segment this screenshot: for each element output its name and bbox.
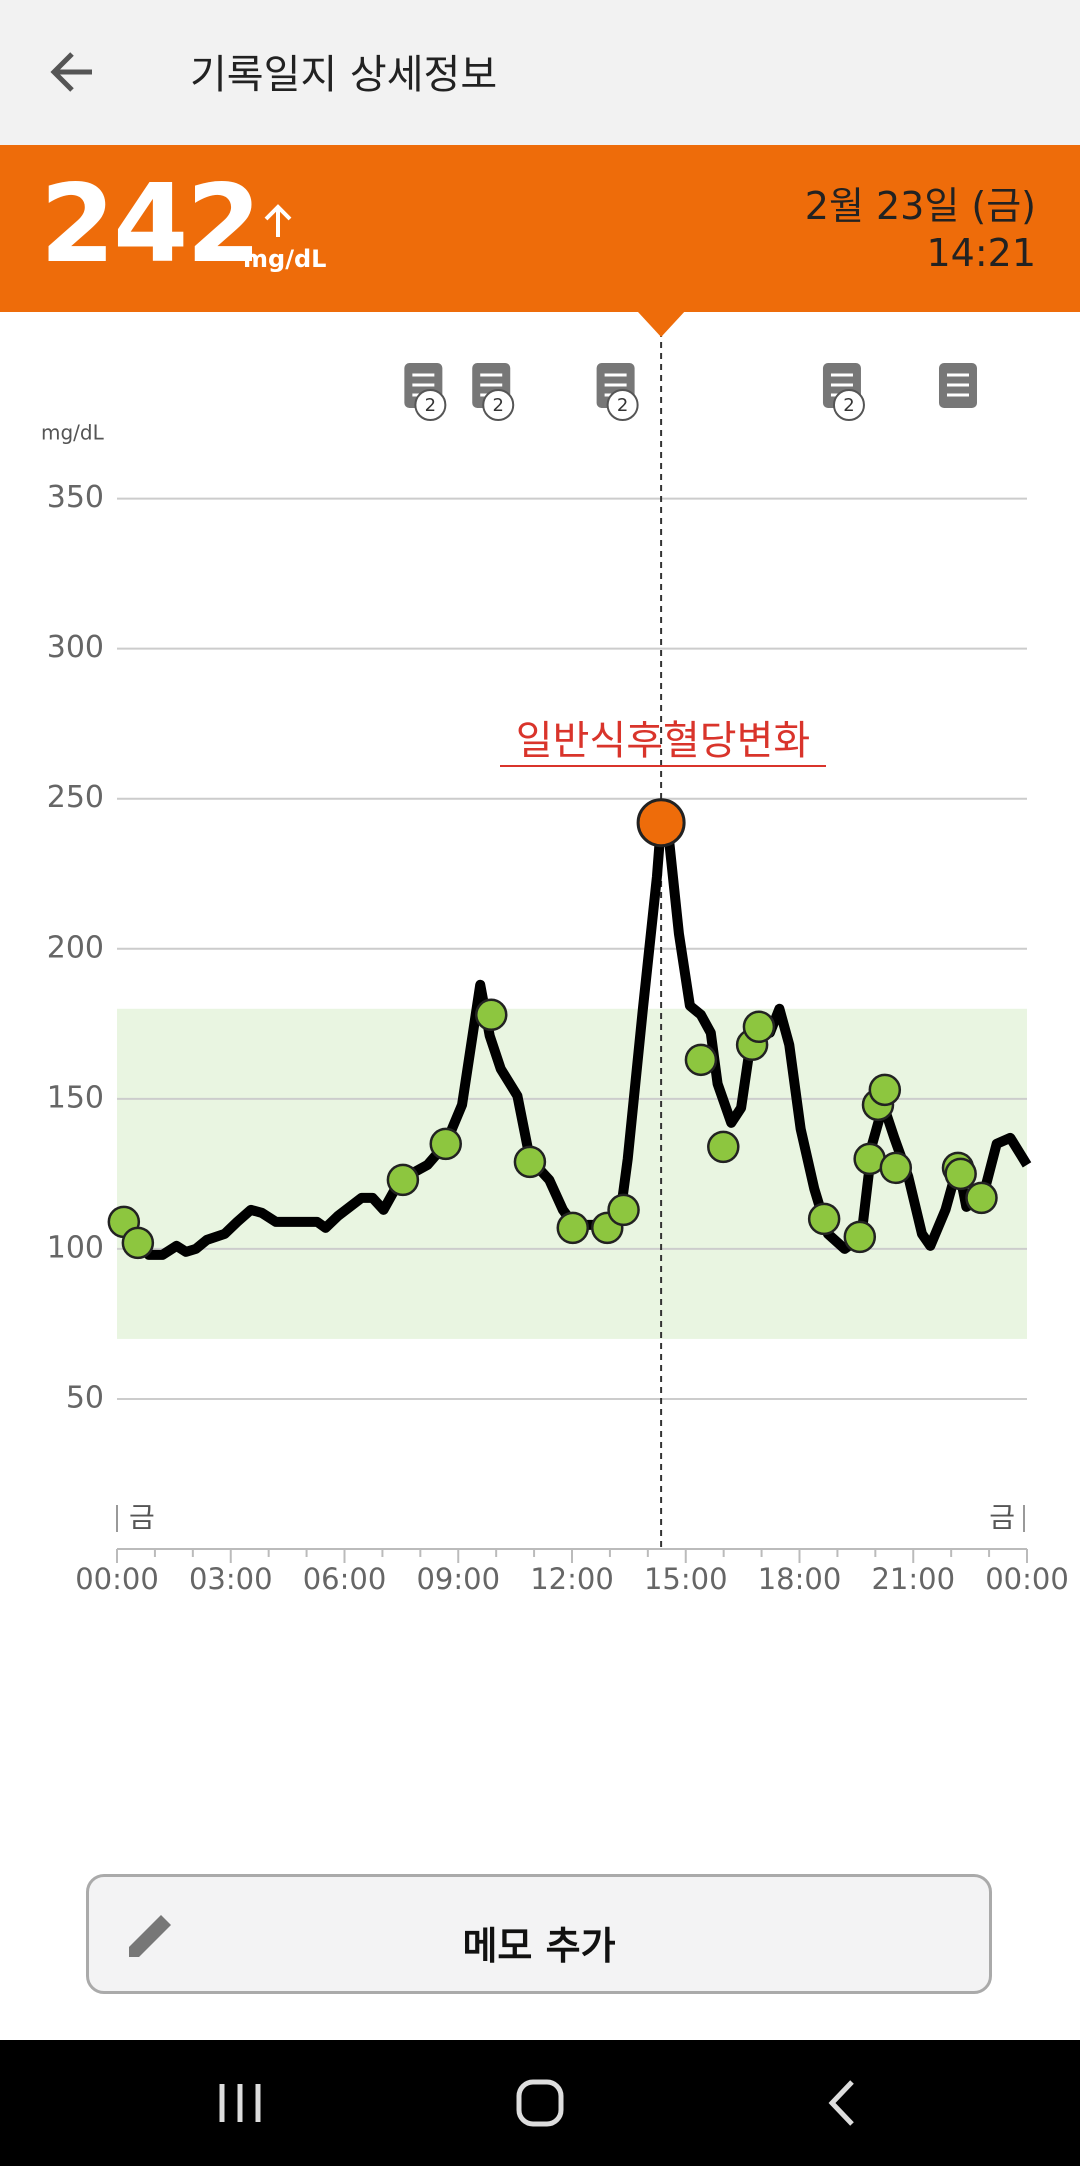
x-tick-label: 18:00 [758, 1562, 842, 1596]
back-arrow [50, 52, 92, 92]
glucose-point [474, 998, 508, 1032]
pencil-icon [129, 1915, 171, 1957]
y-tick-label: 100 [47, 1230, 104, 1265]
memo-icon[interactable]: 2 [596, 363, 639, 421]
y-tick-label: 350 [47, 480, 104, 515]
glucose-point [868, 1073, 902, 1107]
glucose-point [429, 1127, 462, 1161]
y-tick-label: 200 [47, 930, 104, 965]
x-tick-label: 03:00 [189, 1562, 273, 1596]
arrow-shape [264, 204, 292, 237]
y-tick-label: 50 [66, 1380, 104, 1415]
day-label: 금 [129, 1501, 155, 1534]
back[interactable] [828, 2080, 854, 2126]
x-tick-label: 15:00 [644, 1562, 728, 1596]
nav-icons [219, 2079, 854, 2127]
glucose-point [684, 1043, 718, 1077]
memo-icon[interactable] [938, 363, 977, 408]
recent-apps[interactable] [219, 2084, 261, 2122]
reading-time: 14:21 [926, 231, 1036, 275]
memo-count: 2 [843, 395, 854, 416]
x-tick-label: 12:00 [530, 1562, 614, 1596]
pencil-shape [129, 1915, 171, 1957]
nav-bar [0, 2040, 1080, 2166]
glucose-point [513, 1145, 547, 1179]
button-label: 메모 추가 [462, 1924, 616, 1968]
memo-badge [414, 389, 447, 421]
app-bar: 기록일지 상세정보 [0, 0, 1080, 145]
y-tick-label: 300 [47, 630, 104, 665]
y-tick-label: 150 [47, 1080, 104, 1115]
glucose-point [944, 1157, 977, 1191]
reading-value: 242 [40, 162, 261, 287]
reading-unit: mg/dL [243, 245, 327, 273]
pointer [637, 311, 686, 337]
add-memo-button[interactable]: 메모 추가 [86, 1874, 992, 1994]
memo-icon[interactable]: 2 [822, 363, 865, 421]
reading-date: 2월 23일 (금) [804, 184, 1036, 228]
trend-arrow [264, 204, 292, 237]
day-label: 금 [989, 1501, 1015, 1534]
glucose-point [121, 1226, 155, 1260]
annotation: 일반식후혈당변화 [516, 718, 810, 764]
x-tick-label: 21:00 [871, 1562, 955, 1596]
x-tick-label: 06:00 [303, 1562, 387, 1596]
reading-band: 242 mg/dL 2월 23일 (금) 14:21 [0, 145, 1080, 312]
x-tick-label: 00:00 [985, 1562, 1069, 1596]
memo-count: 2 [493, 395, 504, 416]
home[interactable] [516, 2079, 564, 2127]
y-axis-label: mg/dL [41, 421, 105, 445]
memo-icon[interactable]: 2 [404, 363, 447, 421]
current-point [636, 798, 686, 848]
glucose-point [386, 1163, 420, 1197]
glucose-point [843, 1220, 877, 1254]
back-button[interactable] [44, 42, 104, 102]
x-tick-label: 00:00 [75, 1562, 159, 1596]
glucose-point [607, 1193, 640, 1227]
glucose-point [556, 1211, 590, 1245]
glucose-line [119, 817, 1032, 1260]
memo-badge [832, 389, 865, 421]
glucose-point [807, 1202, 841, 1236]
memo-count: 2 [617, 395, 628, 416]
memo-count: 2 [425, 395, 436, 416]
glucose-point [742, 1010, 776, 1044]
chart: mg/dL 50 100 150 200 250 300 350 00:00 03:00 06:00… [41, 311, 1069, 1596]
memo-icon[interactable]: 2 [472, 363, 515, 421]
x-tick-label: 09:00 [416, 1562, 500, 1596]
page-title: 기록일지 상세정보 [190, 52, 498, 98]
y-tick-label: 250 [47, 780, 104, 815]
glucose-point [965, 1181, 998, 1215]
memo-badge [482, 389, 515, 421]
memo-badge [606, 389, 639, 421]
glucose-point [879, 1151, 913, 1185]
glucose-point [707, 1130, 740, 1164]
